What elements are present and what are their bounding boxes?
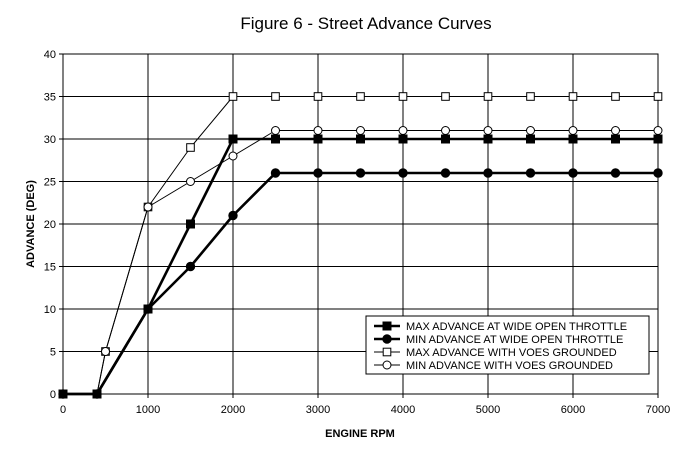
legend-marker <box>382 347 392 357</box>
data-point <box>186 143 195 152</box>
data-point <box>483 92 493 101</box>
data-point <box>356 134 365 144</box>
data-point <box>185 261 196 272</box>
data-point <box>313 92 323 101</box>
legend-entry: MIN ADVANCE AT WIDE OPEN THROTTLE <box>374 334 623 346</box>
data-point <box>271 126 280 135</box>
legend-label: MIN ADVANCE WITH VOES GROUNDED <box>406 360 613 372</box>
y-tick-label: 5 <box>50 347 56 359</box>
data-point <box>398 134 408 144</box>
data-point <box>356 126 365 135</box>
data-point <box>611 126 620 135</box>
legend-label: MAX ADVANCE AT WIDE OPEN THROTTLE <box>406 321 627 333</box>
y-tick-label: 10 <box>44 304 56 316</box>
x-tick-label: 2000 <box>221 404 245 416</box>
legend-entry: MIN ADVANCE WITH VOES GROUNDED <box>374 360 613 372</box>
series-2-points <box>58 168 663 399</box>
x-tick-label: 4000 <box>391 404 415 416</box>
x-tick-label: 3000 <box>306 404 330 416</box>
data-point <box>228 92 238 101</box>
legend-label: MAX ADVANCE WITH VOES GROUNDED <box>406 347 617 359</box>
x-axis-label: ENGINE RPM <box>325 428 395 440</box>
x-tick-label: 7000 <box>646 404 670 416</box>
plot-frame <box>62 53 659 395</box>
y-tick-label: 25 <box>44 177 56 189</box>
data-point <box>143 304 153 314</box>
data-point <box>313 126 323 135</box>
x-tick-label: 6000 <box>561 404 585 416</box>
data-point <box>441 92 450 101</box>
data-point <box>92 389 102 399</box>
data-point <box>313 168 323 178</box>
data-point <box>398 126 408 135</box>
x-tick-labels: 0 1000 2000 3000 4000 5000 6000 7000 <box>60 404 670 416</box>
data-point <box>525 168 536 178</box>
x-tick-label: 1000 <box>136 404 160 416</box>
data-point <box>526 92 535 101</box>
data-point <box>228 134 238 144</box>
legend-box <box>365 315 650 375</box>
data-point <box>398 168 408 178</box>
data-point <box>440 168 451 178</box>
y-tick-label: 40 <box>44 49 56 61</box>
data-point <box>441 126 450 135</box>
x-tick-label: 0 <box>60 404 66 416</box>
data-point <box>186 177 195 186</box>
data-point <box>610 168 621 178</box>
data-point <box>483 134 493 144</box>
legend-label: MIN ADVANCE AT WIDE OPEN THROTTLE <box>406 334 623 346</box>
y-tick-label: 20 <box>44 219 56 231</box>
series-layer <box>58 92 663 399</box>
data-point <box>653 134 663 144</box>
x-tick-label: 5000 <box>476 404 500 416</box>
data-point <box>568 126 578 135</box>
data-point <box>228 210 238 221</box>
y-tick-label: 30 <box>44 134 56 146</box>
data-point <box>355 168 366 178</box>
legend-marker <box>382 334 392 344</box>
series-4 <box>63 130 658 395</box>
legend-entry: MAX ADVANCE WITH VOES GROUNDED <box>374 347 617 359</box>
data-point <box>271 92 280 101</box>
y-tick-label: 0 <box>50 389 56 401</box>
data-point <box>228 151 238 161</box>
data-point <box>270 168 281 178</box>
data-point <box>653 168 663 178</box>
data-point <box>398 92 408 101</box>
series-line <box>63 130 658 395</box>
data-point <box>58 389 68 399</box>
data-point <box>568 92 578 101</box>
data-point <box>568 134 578 144</box>
data-point <box>611 134 620 144</box>
legend-marker <box>382 321 392 331</box>
y-tick-label: 15 <box>44 262 56 274</box>
data-point <box>313 134 323 144</box>
legend-marker <box>382 360 392 370</box>
y-tick-label: 35 <box>44 92 56 104</box>
data-point <box>483 168 493 178</box>
data-point <box>271 134 280 144</box>
data-point <box>441 134 450 144</box>
data-point <box>101 347 110 356</box>
chart-title: Figure 6 - Street Advance Curves <box>240 14 491 33</box>
data-point <box>526 126 535 135</box>
y-tick-labels: 0 5 10 15 20 25 30 35 40 <box>44 49 56 401</box>
data-point <box>568 168 578 178</box>
legend-entry: MAX ADVANCE AT WIDE OPEN THROTTLE <box>374 321 627 333</box>
y-axis-label: ADVANCE (DEG) <box>25 180 37 268</box>
data-point <box>653 126 663 135</box>
data-point <box>526 134 535 144</box>
data-point <box>186 219 195 229</box>
data-point <box>611 92 620 101</box>
data-point <box>653 92 663 101</box>
data-point <box>143 202 153 212</box>
data-point <box>356 92 365 101</box>
data-point <box>483 126 493 135</box>
